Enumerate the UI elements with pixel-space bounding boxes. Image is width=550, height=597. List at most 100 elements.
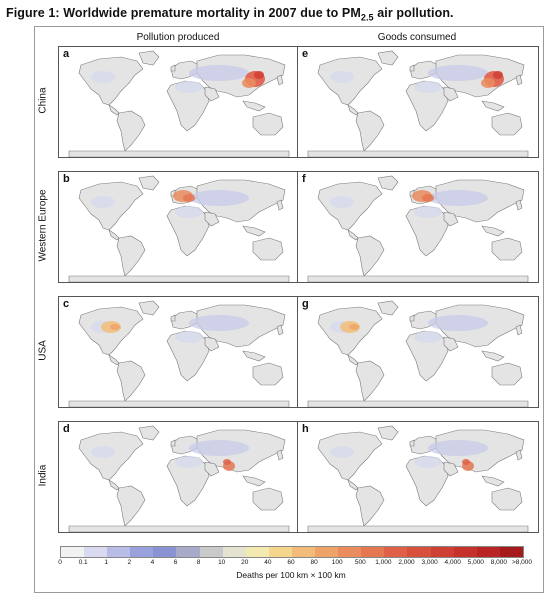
land-mass — [515, 324, 523, 336]
world-map — [68, 175, 290, 282]
legend-swatch — [199, 547, 223, 557]
row-label-usa: USA — [37, 340, 49, 361]
land-mass — [307, 275, 529, 282]
land-mass — [116, 485, 146, 527]
legend-ticks: 0 0.1 1 2 4 6 8 10 20 40 60 80 100 500 1,000 2,000 3,000… — [58, 559, 532, 569]
legend-swatch — [499, 547, 523, 557]
mortality-tint — [330, 71, 354, 83]
land-mass — [307, 400, 529, 407]
legend-swatch — [291, 547, 316, 557]
legend-tick-label: 80 — [310, 559, 318, 566]
legend-tick-label: 0 — [58, 559, 62, 566]
land-mass — [108, 479, 120, 491]
mortality-tint — [428, 65, 488, 81]
land-mass — [108, 229, 120, 241]
land-mass — [491, 487, 523, 511]
land-mass — [252, 487, 284, 511]
world-map — [68, 300, 290, 407]
mortality-hotspot — [110, 324, 120, 330]
map-panel-g: g — [297, 296, 539, 408]
mortality-tint — [91, 196, 115, 208]
legend-tick-label: 6 — [173, 559, 178, 566]
land-mass — [204, 86, 220, 102]
land-mass — [116, 235, 146, 277]
legend-swatch — [130, 547, 154, 557]
land-mass — [377, 425, 399, 441]
mortality-hotspot — [242, 78, 256, 88]
mortality-tint — [428, 190, 488, 206]
mortality-tint — [175, 456, 203, 468]
legend-tick-label: 8 — [196, 559, 201, 566]
legend-swatch — [476, 547, 500, 557]
row-label-india: India — [37, 464, 49, 487]
panel-letter: f — [302, 173, 306, 185]
land-mass — [252, 237, 284, 261]
land-mass — [138, 425, 160, 441]
mortality-tint — [414, 456, 442, 468]
land-mass — [355, 235, 385, 277]
mortality-tint — [91, 446, 115, 458]
land-mass — [108, 104, 120, 116]
legend-swatch — [61, 547, 85, 557]
land-mass — [170, 64, 176, 72]
panel-letter: h — [302, 423, 309, 435]
row-label-western-europe: Western Europe — [37, 189, 49, 262]
land-mass — [481, 225, 505, 237]
legend-tick-label: 1,000 — [375, 559, 392, 566]
map-panel-h: h — [297, 421, 539, 533]
legend-tick-label: 20 — [241, 559, 249, 566]
world-map — [307, 425, 529, 532]
mortality-hotspot — [422, 194, 434, 202]
color-legend — [60, 546, 524, 558]
column-header-pollution-produced: Pollution produced — [136, 32, 220, 43]
mortality-hotspot — [183, 194, 195, 202]
world-map — [68, 425, 290, 532]
land-mass — [252, 112, 284, 136]
land-mass — [347, 479, 359, 491]
legend-tick-label: 10 — [218, 559, 226, 566]
land-mass — [68, 400, 290, 407]
mortality-tint — [175, 81, 203, 93]
mortality-tint — [189, 190, 249, 206]
legend-tick-label: 8,000 — [490, 559, 508, 566]
map-panel-e: e — [297, 46, 539, 158]
land-mass — [138, 300, 160, 316]
map-panel-b: b — [58, 171, 300, 283]
land-mass — [409, 314, 415, 322]
legend-title: Deaths per 100 km × 100 km — [236, 570, 346, 580]
legend-tick-label: 3,000 — [421, 559, 438, 566]
mortality-tint — [189, 315, 249, 331]
legend-swatch — [315, 547, 339, 557]
land-mass — [68, 150, 290, 157]
land-mass — [138, 175, 160, 191]
world-map — [68, 50, 290, 157]
map-panel-f: f — [297, 171, 539, 283]
land-mass — [355, 110, 385, 152]
land-mass — [481, 350, 505, 362]
legend-tick-label: 1 — [104, 559, 108, 566]
map-panel-a: a — [58, 46, 300, 158]
land-mass — [116, 360, 146, 402]
land-mass — [204, 211, 220, 227]
land-mass — [481, 475, 505, 487]
legend-tick-label: 4 — [150, 559, 155, 566]
mortality-tint — [414, 331, 442, 343]
panel-letter: a — [63, 48, 70, 60]
land-mass — [116, 110, 146, 152]
land-mass — [347, 104, 359, 116]
legend-swatch — [176, 547, 200, 557]
land-mass — [443, 336, 459, 352]
land-mass — [491, 362, 523, 386]
panel-letter: g — [302, 298, 309, 310]
land-mass — [347, 229, 359, 241]
legend-swatch — [407, 547, 431, 557]
land-mass — [68, 275, 290, 282]
land-mass — [242, 350, 266, 362]
land-mass — [108, 354, 120, 366]
panel-letter: d — [63, 423, 70, 435]
land-mass — [307, 525, 529, 532]
legend-tick-label: 40 — [264, 559, 272, 566]
mortality-tint — [428, 440, 488, 456]
mortality-hotspot — [254, 71, 264, 79]
legend-tick-label: 500 — [354, 559, 366, 566]
